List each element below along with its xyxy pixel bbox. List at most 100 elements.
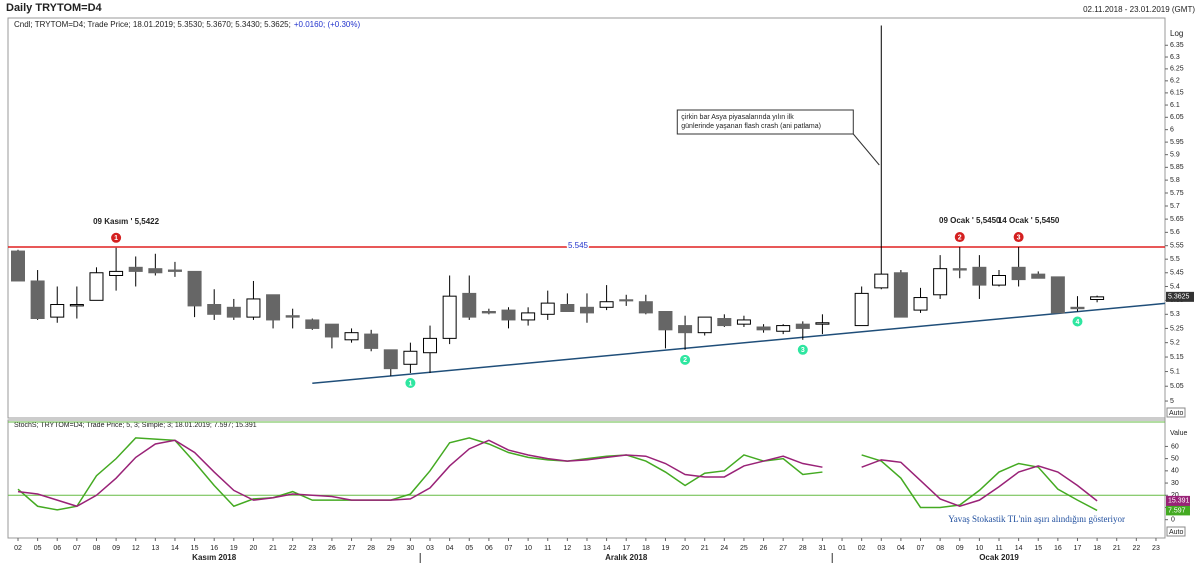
y-tick-label: 6.3: [1170, 54, 1180, 61]
x-tick-label: 21: [701, 545, 709, 552]
x-tick-label: 26: [328, 545, 336, 552]
point-marker: [405, 378, 416, 389]
candle-body: [1031, 273, 1046, 279]
x-tick-label: 13: [583, 545, 591, 552]
x-tick-label: 18: [1093, 545, 1101, 552]
marker-label: 2: [683, 357, 687, 364]
y-tick-label: 5.6: [1170, 229, 1180, 236]
candle-body: [579, 306, 594, 314]
candle-body: [403, 350, 418, 365]
x-tick-label: 14: [171, 545, 179, 552]
panel-legend: Cndl; TRYTOM=D4; Trade Price; 18.01.2019…: [14, 20, 291, 29]
candle-body: [893, 272, 908, 318]
x-tick-label: 08: [936, 545, 944, 552]
x-tick-label: 28: [367, 545, 375, 552]
x-tick-label: 02: [14, 545, 22, 552]
candle-body: [305, 319, 320, 329]
candle-body: [442, 295, 457, 339]
callout-text: çirkin bar Asya piyasalarında yılın ilk: [681, 114, 794, 121]
auto-button: [1166, 407, 1186, 418]
x-tick-label: 23: [308, 545, 316, 552]
x-tick-label: 12: [132, 545, 140, 552]
x-tick-label: 02: [858, 545, 866, 552]
point-marker: [111, 232, 122, 243]
x-tick-label: 19: [662, 545, 670, 552]
y-tick-label: 0: [1171, 517, 1175, 524]
scale-label: Log: [1170, 29, 1183, 38]
point-marker: [1072, 316, 1083, 327]
y-tick-label: 6: [1170, 126, 1174, 133]
price-change: +0.0160; (+0.30%): [294, 20, 361, 29]
x-tick-label: 17: [1074, 545, 1082, 552]
candle-body: [1070, 306, 1085, 310]
x-tick-label: 21: [269, 545, 277, 552]
y-axis-label: Value: [1170, 430, 1187, 437]
y-tick-label: 5.5: [1170, 256, 1180, 263]
x-tick-label: 25: [740, 545, 748, 552]
candle-body: [207, 304, 222, 315]
peak-note: 09 Ocak ' 5,5450: [939, 216, 1001, 225]
trend-line: [312, 302, 1166, 385]
x-tick-label: 03: [877, 545, 885, 552]
candle-body: [501, 309, 516, 321]
x-tick-label: 07: [73, 545, 81, 552]
x-tick-label: 24: [720, 545, 728, 552]
last-price: 5.3625: [1168, 294, 1190, 301]
stoch-line: [17, 437, 1098, 512]
candle-body: [776, 325, 791, 332]
y-tick-label: 6.05: [1170, 114, 1184, 121]
marker-label: 2: [958, 234, 962, 241]
x-tick-label: 10: [524, 545, 532, 552]
x-tick-label: 15: [1034, 545, 1042, 552]
candle-body: [736, 319, 751, 325]
peak-note: 09 Kasım ' 5,5422: [93, 217, 160, 226]
x-tick-label: 07: [505, 545, 513, 552]
x-tick-label: 20: [681, 545, 689, 552]
y-tick-label: 5.05: [1170, 383, 1184, 390]
candle-body: [462, 292, 477, 318]
marker-label: 4: [1076, 319, 1080, 326]
month-label: Aralık 2018: [605, 553, 648, 562]
x-tick-label: 14: [1015, 545, 1023, 552]
x-tick-label: 26: [760, 545, 768, 552]
x-tick-label: 06: [53, 545, 61, 552]
y-tick-label: 5.45: [1170, 270, 1184, 277]
candle-body: [481, 310, 496, 314]
auto-label: Auto: [1169, 410, 1184, 417]
candle-body: [619, 299, 634, 302]
y-tick-label: 5.2: [1170, 340, 1180, 347]
candle-body: [383, 349, 398, 370]
callout-text: günlerinde yaşanan flash crash (ani patl…: [681, 123, 821, 130]
auto-label: Auto: [1169, 529, 1184, 536]
candle-body: [423, 337, 438, 354]
y-tick-label: 6.1: [1170, 102, 1180, 109]
y-tick-label: 50: [1171, 455, 1179, 462]
candle-body: [874, 273, 889, 289]
candle-body: [266, 294, 281, 321]
x-tick-label: 18: [642, 545, 650, 552]
x-tick-label: 12: [563, 545, 571, 552]
candle-body: [992, 274, 1006, 286]
y-tick-label: 40: [1171, 468, 1179, 475]
candle-body: [324, 323, 339, 338]
candle-body: [658, 310, 673, 331]
x-tick-label: 30: [407, 545, 415, 552]
candle-body: [167, 269, 182, 272]
point-marker: [680, 354, 691, 365]
y-tick-label: 60: [1171, 443, 1179, 450]
y-tick-label: 6.35: [1170, 42, 1184, 49]
x-tick-label: 22: [289, 545, 297, 552]
resistance-label: 5.545: [568, 241, 589, 250]
x-tick-label: 29: [387, 545, 395, 552]
x-tick-label: 09: [112, 545, 120, 552]
marker-label: 1: [408, 380, 412, 387]
month-label: Kasım 2018: [192, 553, 237, 562]
x-tick-label: 11: [544, 545, 551, 552]
value-label: 15.391: [1168, 498, 1190, 505]
point-marker: [1013, 232, 1024, 243]
candle-body: [364, 333, 379, 349]
x-tick-label: 16: [1054, 545, 1062, 552]
last-price-box: [1166, 291, 1194, 302]
candle-body: [913, 297, 928, 311]
panel-note: Yavaş Stokastik TL'nin aşırı alındığını …: [948, 514, 1125, 524]
